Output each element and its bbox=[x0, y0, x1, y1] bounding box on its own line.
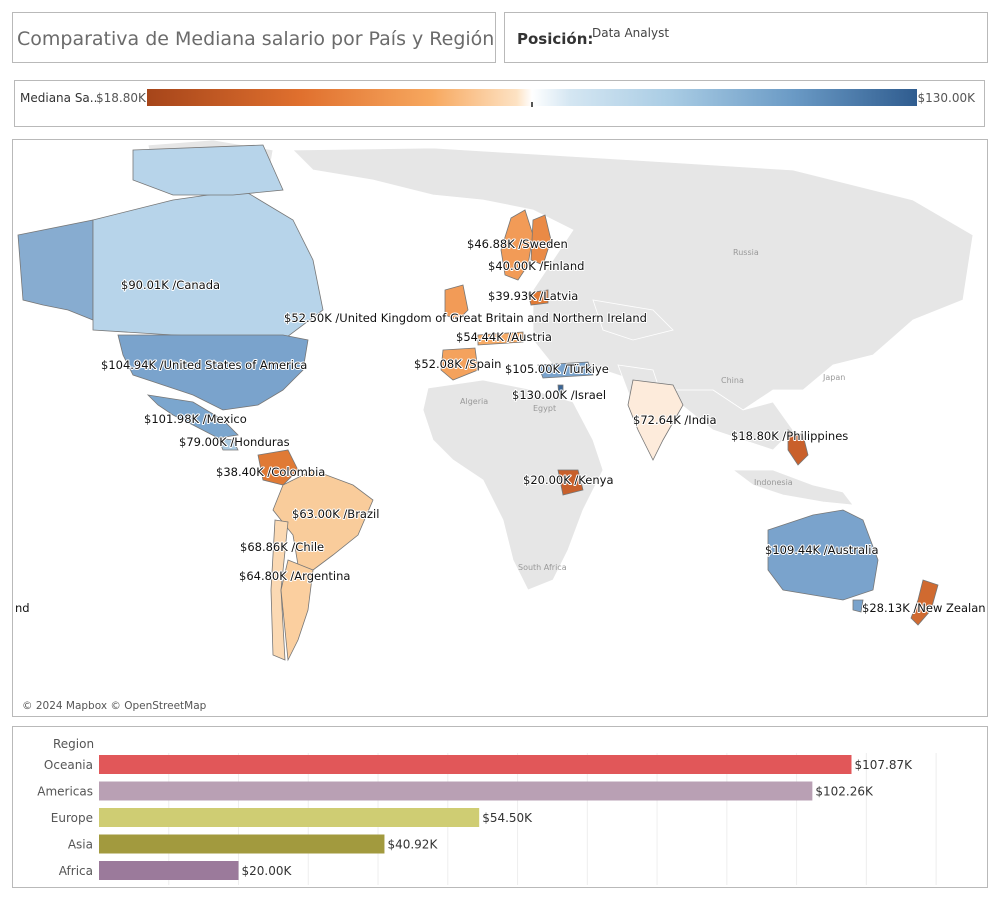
world-map[interactable]: Russia China Japan Algeria Egypt Indones… bbox=[12, 139, 988, 717]
country-kenya[interactable] bbox=[557, 469, 584, 496]
country-usa[interactable] bbox=[117, 334, 309, 411]
country-tasmania[interactable] bbox=[852, 599, 864, 613]
geo-label-algeria: Algeria bbox=[460, 397, 488, 406]
bar-rows[interactable]: Oceania $107.87K Americas $102.26K Europe $54… bbox=[37, 755, 913, 880]
map-label-honduras: $79.00K /Honduras bbox=[179, 435, 290, 449]
map-label-finland: $40.00K /Finland bbox=[488, 259, 584, 273]
country-honduras[interactable] bbox=[217, 437, 239, 451]
bar-category-label: Americas bbox=[37, 785, 93, 799]
geo-label-china: China bbox=[721, 376, 744, 385]
map-label-latvia: $39.93K /Latvia bbox=[488, 289, 578, 303]
bar-value-label: $54.50K bbox=[482, 811, 533, 825]
map-label-israel: $130.00K /Israel bbox=[512, 388, 606, 402]
color-legend: Mediana Sa.. $18.80K $130.00K bbox=[14, 80, 985, 127]
map-label-turkiye: $105.00K /Türkiye bbox=[505, 362, 609, 376]
map-label-sweden: $46.88K /Sweden bbox=[467, 237, 568, 251]
dashboard-title: Comparativa de Mediana salario por País … bbox=[17, 28, 495, 50]
title-panel: Comparativa de Mediana salario por País … bbox=[12, 12, 496, 63]
geo-label-egypt: Egypt bbox=[533, 404, 556, 413]
base-map-labels: Russia China Japan Algeria Egypt Indones… bbox=[460, 248, 845, 572]
map-label-chile: $68.86K /Chile bbox=[240, 540, 324, 554]
southeast-asia-land bbox=[661, 389, 794, 451]
map-attribution[interactable]: © 2024 Mapbox © OpenStreetMap bbox=[22, 700, 207, 712]
legend-gradient-bar bbox=[147, 89, 917, 106]
bar-asia[interactable] bbox=[99, 834, 385, 854]
bar-value-label: $102.26K bbox=[815, 785, 874, 799]
bar-americas[interactable] bbox=[99, 781, 813, 801]
region-bar-chart[interactable]: Region Oceania $107.87K Americas $102.26K Eu… bbox=[12, 726, 988, 888]
bar-europe[interactable] bbox=[99, 808, 480, 827]
geo-label-indonesia: Indonesia bbox=[754, 478, 793, 487]
bar-category-label: Europe bbox=[51, 811, 93, 825]
bar-category-label: Oceania bbox=[44, 758, 93, 772]
country-canada-arctic[interactable] bbox=[132, 144, 284, 196]
position-filter-label: Posición: bbox=[517, 30, 594, 48]
country-shapes[interactable] bbox=[17, 144, 939, 662]
legend-midpoint-tick bbox=[531, 102, 533, 107]
country-chile[interactable] bbox=[270, 519, 289, 661]
map-label-uk: $52.50K /United Kingdom of Great Britain… bbox=[284, 311, 647, 325]
map-label-brazil: $63.00K /Brazil bbox=[292, 507, 379, 521]
map-label-usa: $104.94K /United States of America bbox=[101, 358, 307, 372]
country-finland[interactable] bbox=[530, 214, 552, 266]
country-latvia[interactable] bbox=[527, 289, 549, 306]
country-new-zealand[interactable] bbox=[910, 579, 939, 626]
country-value-labels: $46.88K /Sweden $40.00K /Finland $90.01K… bbox=[14, 236, 987, 616]
geo-label-russia: Russia bbox=[733, 248, 759, 257]
map-label-mexico: $101.98K /Mexico bbox=[144, 412, 247, 426]
legend-title: Mediana Sa.. bbox=[20, 91, 98, 105]
map-label-philippines: $18.80K /Philippines bbox=[731, 429, 848, 443]
country-austria[interactable] bbox=[477, 331, 524, 346]
bar-value-label: $40.92K bbox=[387, 838, 438, 852]
map-label-canada: $90.01K /Canada bbox=[121, 278, 220, 292]
map-label-spain: $52.08K /Spain bbox=[414, 357, 501, 371]
country-israel[interactable] bbox=[557, 384, 564, 399]
bar-chart-svg[interactable]: Region Oceania $107.87K Americas $102.26K Eu… bbox=[13, 727, 987, 887]
indonesia-landmass bbox=[731, 469, 854, 506]
bar-chart-header: Region bbox=[53, 737, 94, 751]
country-philippines[interactable] bbox=[787, 429, 809, 466]
country-argentina[interactable] bbox=[280, 559, 314, 662]
map-label-austria: $54.44K /Austria bbox=[456, 330, 552, 344]
position-filter-panel[interactable]: Posición: Data Analyst bbox=[504, 12, 988, 63]
map-label-colombia: $38.40K /Colombia bbox=[216, 465, 325, 479]
bar-category-label: Asia bbox=[68, 838, 93, 852]
bar-category-label: Africa bbox=[59, 864, 93, 878]
country-turkiye[interactable] bbox=[537, 361, 594, 379]
map-label-india: $72.64K /India bbox=[633, 413, 717, 427]
map-label-australia: $109.44K /Australia bbox=[765, 543, 879, 557]
bar-africa[interactable] bbox=[99, 861, 239, 880]
country-australia[interactable] bbox=[767, 509, 879, 601]
legend-max-label: $130.00K bbox=[917, 91, 976, 105]
country-india[interactable] bbox=[627, 379, 684, 461]
central-asia-land bbox=[592, 299, 674, 341]
bar-value-label: $20.00K bbox=[242, 864, 293, 878]
country-sweden[interactable] bbox=[500, 209, 534, 281]
map-label-new-zealand: $28.13K /New Zealan bbox=[862, 601, 986, 615]
country-colombia[interactable] bbox=[257, 449, 299, 486]
position-filter-value[interactable]: Data Analyst bbox=[592, 26, 670, 40]
map-svg[interactable]: Russia China Japan Algeria Egypt Indones… bbox=[13, 140, 987, 716]
map-label-clipped-edge: nd bbox=[15, 601, 30, 615]
bar-oceania[interactable] bbox=[99, 755, 852, 774]
map-label-argentina: $64.80K /Argentina bbox=[239, 569, 350, 583]
map-label-kenya: $20.00K /Kenya bbox=[523, 473, 614, 487]
country-uk[interactable] bbox=[444, 284, 469, 321]
geo-label-south-africa: South Africa bbox=[518, 563, 567, 572]
geo-label-japan: Japan bbox=[822, 373, 845, 382]
legend-min-label: $18.80K bbox=[96, 91, 146, 105]
country-spain[interactable] bbox=[440, 347, 479, 381]
bar-value-label: $107.87K bbox=[855, 758, 914, 772]
